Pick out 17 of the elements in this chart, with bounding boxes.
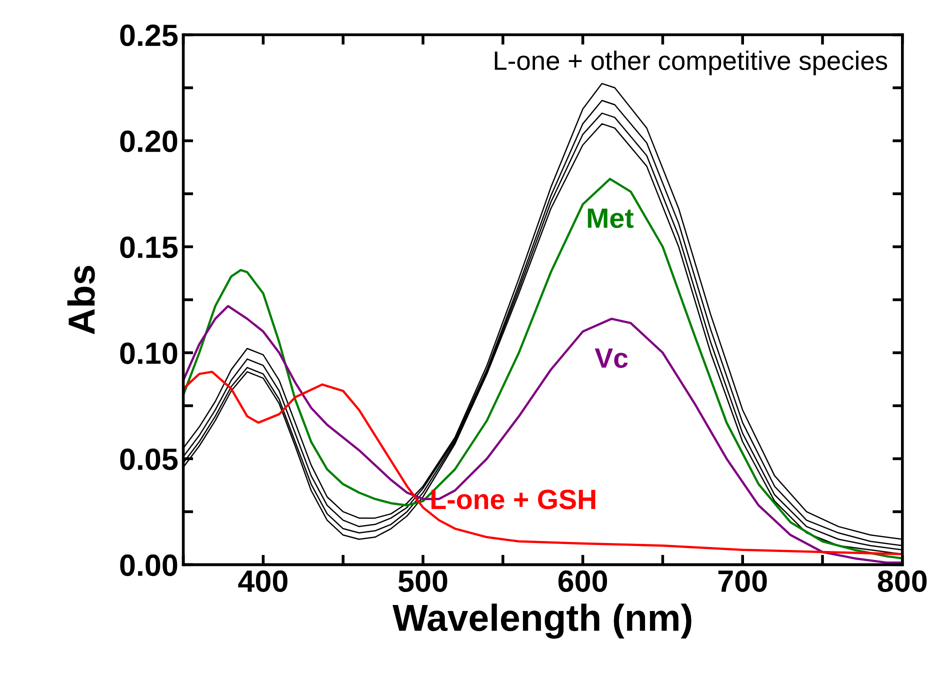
y-tick-label: 0.10 (120, 342, 178, 364)
y-tick-label: 0.15 (120, 236, 178, 258)
series-label: L-one + GSH (431, 490, 596, 510)
y-tick-label: 0.20 (120, 130, 178, 152)
annotation: L-one + other competitive species (494, 50, 888, 76)
y-tick-label: 0.00 (120, 554, 178, 576)
series-label: Vc (594, 348, 628, 368)
x-tick-label: 600 (558, 570, 608, 592)
y-axis-title: Abs (67, 266, 95, 334)
x-tick-label: 800 (878, 570, 927, 592)
y-tick-label: 0.05 (120, 448, 178, 470)
x-tick-label: 700 (718, 570, 767, 592)
x-axis-title: Wavelength (nm) (392, 604, 692, 639)
x-tick-label: 500 (398, 570, 448, 592)
y-tick-label: 0.25 (120, 24, 178, 46)
x-tick-label: 400 (238, 570, 288, 592)
series-label: Met (588, 208, 634, 228)
